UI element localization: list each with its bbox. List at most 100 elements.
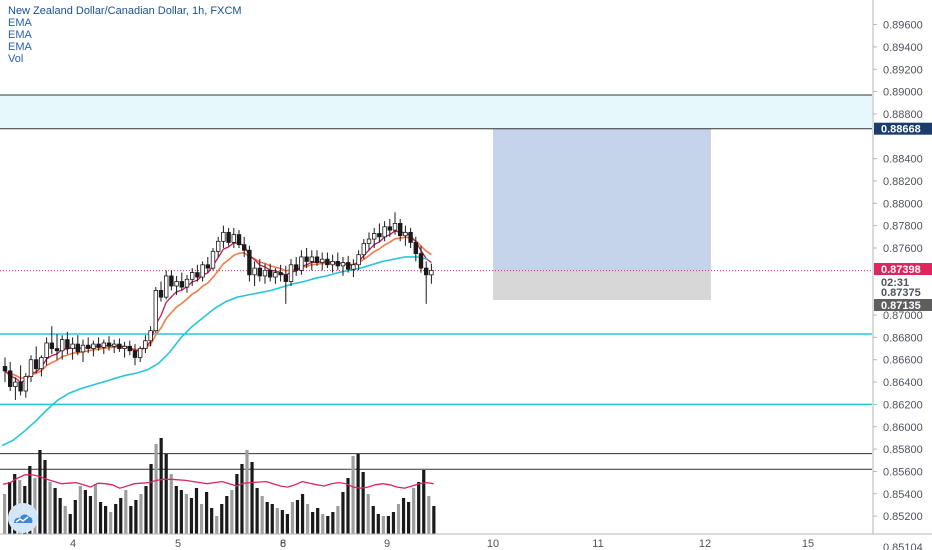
volume-bar — [88, 496, 93, 534]
price-tick-label: 0.87000 — [883, 310, 923, 322]
volume-bar — [386, 516, 390, 534]
candle-body — [221, 231, 226, 242]
volume-bar — [432, 506, 436, 534]
candle-body — [247, 249, 252, 276]
candle-body — [273, 272, 278, 278]
time-tick-label: 12 — [699, 538, 711, 550]
candle-body — [319, 258, 325, 263]
legend-ema-2[interactable]: EMA — [8, 29, 32, 41]
volume-bar — [265, 502, 269, 534]
volume-bar — [321, 514, 325, 534]
legend-ema-3[interactable]: EMA — [8, 41, 32, 53]
legend-ema-1[interactable]: EMA — [8, 17, 32, 29]
volume-bar — [326, 516, 330, 534]
volume-bar — [295, 500, 300, 534]
candle-body — [423, 267, 429, 276]
legend-title[interactable]: New Zealand Dollar/Canadian Dollar, 1h, … — [8, 5, 242, 17]
volume-bar — [83, 490, 87, 534]
candle-body — [189, 272, 195, 280]
candle-body — [200, 264, 205, 278]
volume-bar — [73, 500, 77, 534]
candles-layer — [2, 212, 434, 400]
volume-bar — [93, 484, 98, 534]
volume-bar — [341, 492, 345, 534]
volume-bar — [114, 504, 118, 534]
candle-body — [117, 343, 122, 349]
price-tag-label: 0.88668 — [881, 124, 921, 136]
candle-body — [241, 244, 247, 251]
volume-bar — [412, 488, 416, 534]
stop-loss-box — [493, 270, 711, 300]
price-tick-label: 0.88200 — [883, 176, 923, 188]
candle-body — [122, 345, 127, 349]
candle-body — [231, 234, 236, 243]
candle-body — [112, 343, 117, 347]
candle-body — [2, 366, 8, 372]
price-tag — [874, 299, 932, 311]
candle-body — [226, 231, 231, 243]
profit-target-box — [493, 128, 711, 271]
resistance-zone — [0, 94, 872, 129]
candle-body — [252, 267, 257, 276]
volume-bar — [63, 506, 67, 534]
candle-body — [351, 264, 356, 270]
candle-body — [325, 258, 330, 266]
time-tick-label: 9 — [384, 538, 390, 550]
time-tick-label: 5 — [175, 538, 181, 550]
candle-body — [377, 233, 382, 238]
candle-body — [205, 264, 210, 269]
candle-body — [39, 357, 44, 370]
candle-body — [75, 343, 80, 353]
horizontal-lines-layer[interactable] — [0, 94, 872, 470]
ema-lines-layer — [1, 230, 432, 447]
volume-bar — [275, 508, 279, 534]
candle-body — [429, 269, 434, 276]
candle-body — [96, 343, 101, 348]
volume-bar — [78, 486, 82, 534]
price-tick-label: 0.89000 — [883, 87, 923, 99]
volume-bar — [68, 514, 72, 534]
volume-bar — [119, 498, 123, 534]
candle-body — [257, 267, 262, 277]
volume-bar — [129, 506, 133, 534]
time-tick-label: 11 — [592, 538, 603, 550]
candle-body — [44, 342, 49, 358]
candle-body — [366, 238, 372, 244]
price-tag — [874, 276, 932, 288]
candle-body — [408, 231, 413, 243]
legend-vol[interactable]: Vol — [8, 53, 24, 65]
volume-bar — [427, 496, 431, 534]
candle-body — [267, 269, 273, 278]
price-tick-label: 0.88400 — [883, 154, 923, 166]
volume-bar — [149, 464, 153, 534]
volume-bar — [300, 494, 305, 534]
candle-body — [288, 264, 294, 282]
candle-body — [18, 381, 23, 392]
volume-bar — [351, 456, 355, 534]
volume-bar — [225, 496, 229, 534]
long-position-layer[interactable] — [493, 128, 711, 300]
candle-body — [215, 240, 221, 252]
volume-bar — [28, 466, 32, 534]
price-tick-label: 0.85200 — [883, 511, 923, 523]
candle-body — [340, 262, 346, 267]
candle-body — [283, 274, 288, 282]
volume-bar — [189, 498, 194, 534]
volume-bar — [98, 502, 103, 534]
tradingview-logo-icon[interactable] — [8, 503, 38, 533]
chart-legend: New Zealand Dollar/Canadian Dollar, 1h, … — [8, 5, 242, 65]
volume-bar — [245, 450, 249, 534]
candle-body — [137, 348, 143, 358]
volume-bar — [48, 482, 52, 534]
price-tick-label: 0.86400 — [883, 377, 923, 389]
volume-bar — [104, 506, 108, 534]
volume-bar — [250, 462, 254, 534]
volume-bar — [255, 488, 259, 534]
price-tick-label: 0.89600 — [883, 20, 923, 32]
candle-body — [382, 226, 387, 238]
volume-bar — [361, 472, 365, 534]
time-tick-label: 15 — [802, 538, 814, 550]
candle-body — [335, 261, 340, 267]
candle-body — [28, 359, 34, 377]
